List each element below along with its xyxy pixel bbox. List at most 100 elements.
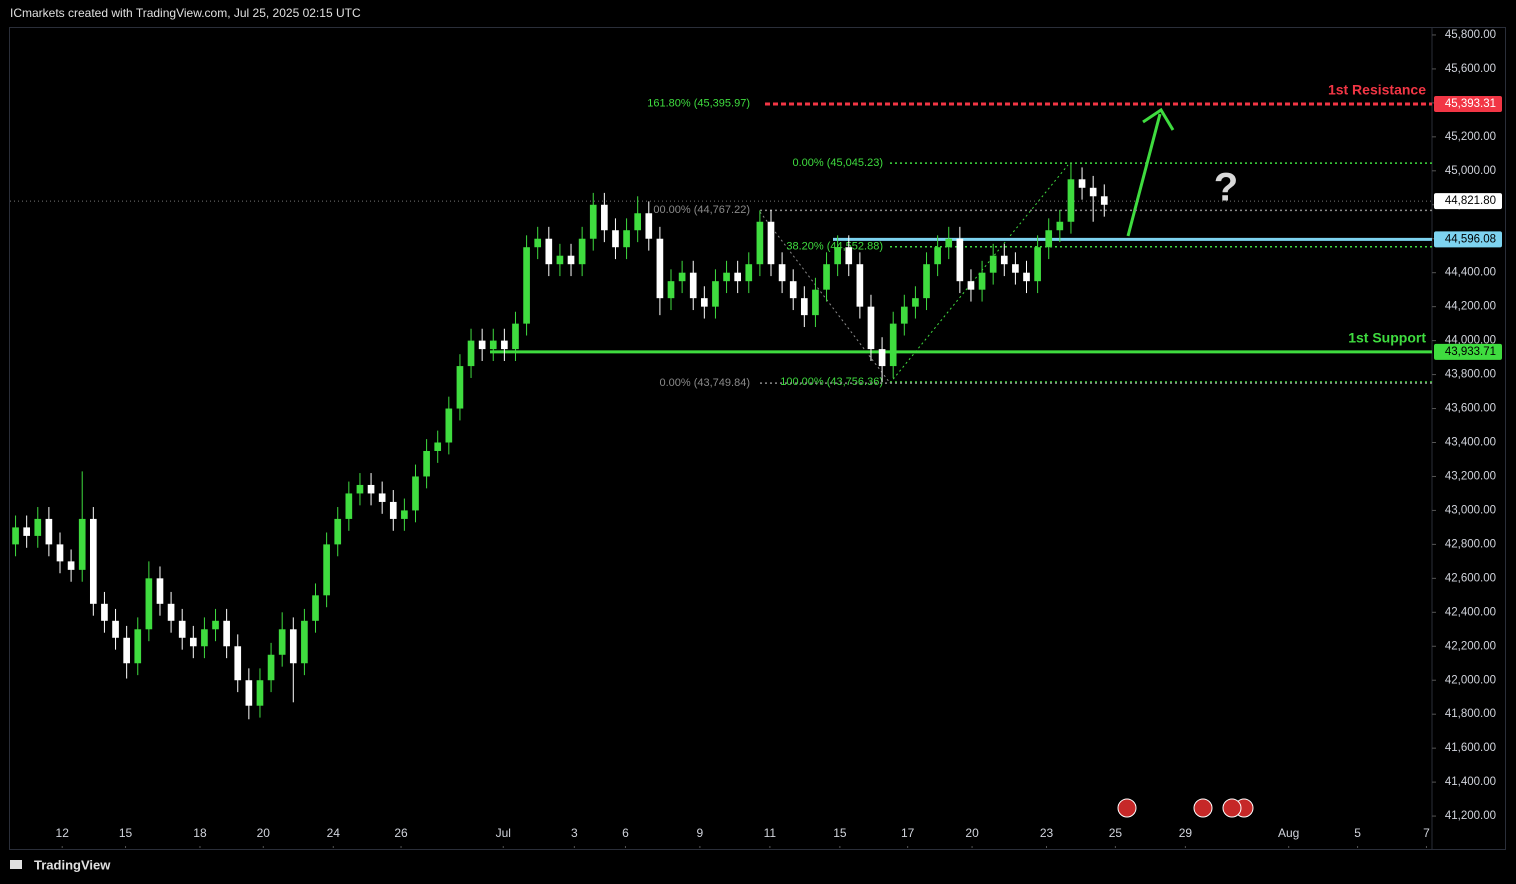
candle-body: [867, 306, 875, 350]
candle-body: [978, 272, 986, 290]
candle-body: [778, 264, 786, 282]
y-tick-label: 41,800.00: [1445, 708, 1496, 720]
candle-body: [67, 561, 75, 570]
candle-body: [1078, 179, 1086, 188]
candle-body: [823, 264, 830, 290]
y-tick-label: 45,800.00: [1445, 29, 1496, 41]
arrow-shaft: [1126, 113, 1162, 237]
candle-body: [401, 510, 408, 519]
candle-body: [956, 238, 964, 282]
logo-mark: [10, 860, 22, 869]
candle-body: [1034, 247, 1041, 282]
candle-body: [501, 340, 508, 350]
candle-body: [78, 518, 86, 570]
candle-body: [967, 281, 975, 290]
level-name: 1st Support: [1348, 330, 1426, 346]
candle-body: [767, 221, 775, 265]
candle-body: [701, 298, 708, 307]
candle-body: [889, 323, 897, 367]
candle-body: [623, 230, 630, 248]
level-name: 1st Resistance: [1328, 82, 1426, 98]
x-tick-label: 20: [965, 826, 979, 840]
candle-body: [578, 238, 586, 265]
candle-body: [1012, 264, 1019, 273]
candle-body: [389, 501, 397, 519]
candle-body: [589, 204, 597, 239]
price-tag-label: 44,596.08: [1445, 233, 1496, 245]
candle-body: [456, 366, 464, 409]
candle-body: [745, 264, 753, 282]
fib-label: 00.00% (44,767.22): [653, 204, 750, 216]
candle-body: [201, 629, 208, 647]
x-tick-label: 29: [1179, 826, 1193, 840]
y-tick-label: 42,200.00: [1445, 640, 1496, 652]
candle-body: [101, 603, 108, 621]
x-tick-label: 15: [119, 826, 133, 840]
candle-body: [245, 680, 253, 706]
candle-body: [278, 629, 286, 655]
x-tick-label: 3: [571, 826, 578, 840]
y-tick-label: 44,200.00: [1445, 301, 1496, 313]
candle-body: [812, 289, 819, 316]
y-tick-label: 43,600.00: [1445, 403, 1496, 415]
candle-body: [256, 680, 264, 706]
fib-label: 100.00% (43,756.36): [780, 376, 883, 388]
y-tick-label: 43,800.00: [1445, 369, 1496, 381]
y-tick-label: 42,000.00: [1445, 674, 1496, 686]
y-tick-label: 45,600.00: [1445, 63, 1496, 75]
event-icon[interactable]: [1117, 798, 1137, 818]
candle-body: [789, 281, 797, 299]
x-tick-label: 26: [394, 826, 408, 840]
candle-body: [612, 230, 619, 248]
candle-body: [356, 484, 364, 494]
candle-body: [834, 247, 841, 265]
candle-body: [878, 349, 886, 367]
y-tick-label: 44,400.00: [1445, 267, 1496, 279]
price-tag: [1434, 231, 1502, 248]
fib-label: 0.00% (43,749.84): [659, 377, 750, 389]
candle-body: [1056, 221, 1064, 231]
candle-body: [689, 272, 697, 299]
x-tick-label: 18: [193, 826, 207, 840]
candle-body: [301, 620, 308, 664]
x-tick-label: 20: [257, 826, 271, 840]
arrow: [1126, 107, 1175, 237]
x-tick-label: 9: [697, 826, 704, 840]
logo-text: TradingView: [34, 857, 111, 872]
y-tick-label: 43,000.00: [1445, 504, 1496, 516]
candle-body: [212, 620, 219, 630]
fib-label: 0.00% (45,045.23): [792, 157, 883, 169]
candle-body: [900, 306, 908, 324]
y-tick-label: 45,200.00: [1445, 131, 1496, 143]
candle-body: [312, 595, 319, 621]
candle-body: [945, 238, 953, 248]
candle-body: [12, 527, 19, 545]
y-tick-label: 41,600.00: [1445, 742, 1496, 754]
candle-body: [645, 213, 653, 239]
x-tick-label: 24: [327, 826, 341, 840]
y-tick-label: 41,200.00: [1445, 810, 1496, 822]
candle-body: [556, 255, 564, 265]
header-text: ICmarkets created with TradingView.com, …: [10, 6, 361, 20]
y-tick-label: 44,000.00: [1445, 335, 1496, 347]
event-icon[interactable]: [1193, 798, 1213, 818]
candle-body: [423, 450, 430, 477]
candle-body: [734, 272, 741, 282]
y-tick-label: 45,000.00: [1445, 165, 1496, 177]
x-tick-label: Jul: [496, 826, 511, 840]
y-tick-label: 43,200.00: [1445, 470, 1496, 482]
candle-body: [189, 637, 197, 647]
candle-body: [912, 298, 919, 307]
x-tick-label: 5: [1354, 826, 1361, 840]
candle-body: [445, 408, 453, 443]
candle-body: [134, 629, 142, 664]
event-icon[interactable]: [1222, 798, 1242, 818]
price-tag-label: 44,821.80: [1445, 195, 1496, 207]
candle-body: [523, 247, 530, 324]
candle-body: [923, 264, 930, 299]
y-tick-label: 42,400.00: [1445, 606, 1496, 618]
